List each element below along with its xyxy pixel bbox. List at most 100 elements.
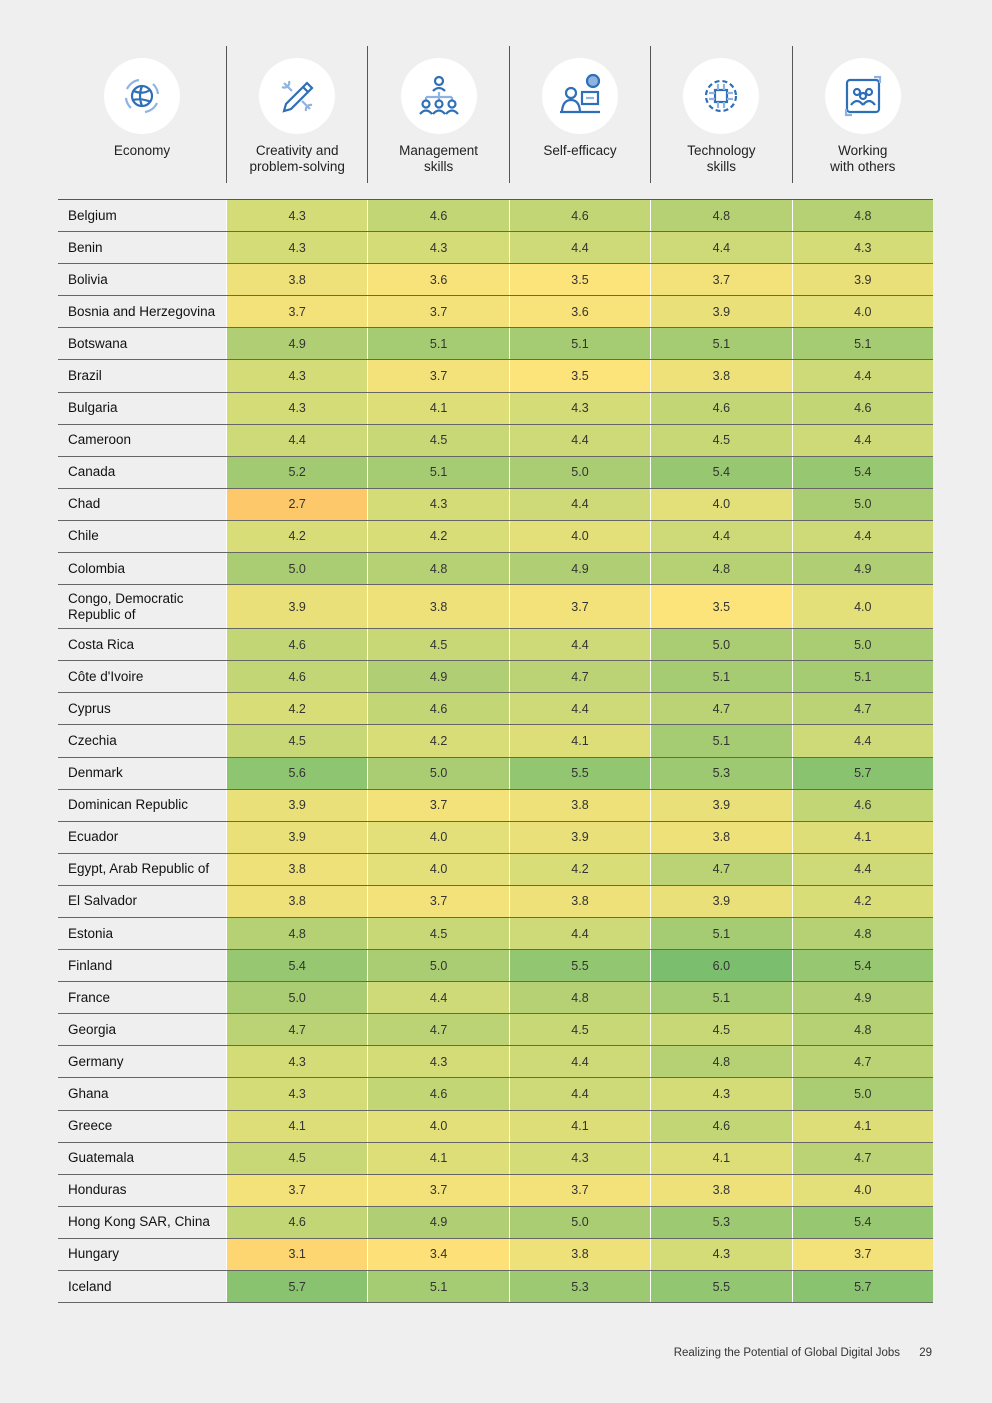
footer-title: Realizing the Potential of Global Digita…	[673, 1347, 900, 1359]
score-cell: 4.7	[226, 1014, 368, 1046]
country-name: Ghana	[68, 1085, 109, 1101]
table-row: Georgia 4.7 4.7 4.5 4.5 4.8	[58, 1014, 933, 1047]
score-cell: 4.6	[650, 392, 792, 424]
score-cell: 4.1	[791, 821, 933, 853]
score-cell: 5.0	[508, 1206, 651, 1238]
score-cell: 4.6	[791, 392, 933, 424]
table-row: Honduras 3.7 3.7 3.7 3.8 4.0	[58, 1174, 933, 1207]
table-row: Cameroon 4.4 4.5 4.4 4.5 4.4	[58, 424, 933, 457]
country-name: Dominican Republic	[68, 797, 189, 813]
table-row: Colombia 5.0 4.8 4.9 4.8 4.9	[58, 553, 933, 586]
score-cell: 5.6	[226, 757, 368, 789]
score-cell: 5.5	[508, 757, 651, 789]
score-cell: 5.4	[791, 1206, 933, 1238]
score-cell: 3.7	[508, 1174, 651, 1206]
score-cell: 4.3	[367, 232, 509, 264]
country-name: Chile	[68, 528, 99, 544]
page-number: 29	[919, 1347, 932, 1359]
table-row: Canada 5.2 5.1 5.0 5.4 5.4	[58, 456, 933, 489]
score-cell: 5.0	[791, 629, 933, 661]
country-name: Cameroon	[68, 432, 132, 448]
score-cell: 4.9	[508, 553, 651, 585]
score-cell: 3.8	[226, 264, 368, 296]
score-cell: 3.8	[650, 821, 792, 853]
score-cell: 4.1	[367, 1142, 509, 1174]
header-technology-line1: Technology	[687, 143, 756, 158]
score-cell: 4.3	[226, 1078, 368, 1110]
country-name: Brazil	[68, 368, 102, 384]
score-cell: 3.7	[367, 360, 509, 392]
header-creativity-line1: Creativity and	[255, 143, 339, 158]
score-cell: 5.1	[650, 917, 792, 950]
header-management-line2: skills	[423, 159, 454, 174]
globe-arrows-icon	[104, 58, 180, 134]
score-cell: 3.7	[226, 1174, 368, 1206]
header-working-line1: Working	[838, 143, 888, 158]
score-cell: 3.8	[508, 789, 651, 821]
score-cell: 6.0	[650, 950, 792, 982]
country-name: Canada	[68, 464, 116, 480]
score-cell: 4.6	[508, 200, 651, 232]
person-at-computer-icon	[541, 58, 618, 134]
score-cell: 5.4	[791, 950, 933, 982]
score-cell: 5.1	[650, 725, 792, 757]
score-cell: 4.5	[367, 424, 509, 456]
table-row: Hong Kong SAR, China 4.6 4.9 5.0 5.3 5.4	[58, 1206, 933, 1239]
score-cell: 4.0	[508, 520, 651, 553]
country-name: Bosnia and Herzegovina	[68, 303, 216, 319]
score-cell: 4.1	[508, 1110, 651, 1142]
score-cell: 4.4	[791, 853, 933, 885]
score-cell: 4.7	[791, 1046, 933, 1078]
header-self-efficacy-label: Self-efficacy	[510, 143, 650, 159]
group-people-icon	[824, 58, 901, 134]
score-cell: 5.1	[650, 661, 792, 693]
score-cell: 5.0	[508, 456, 651, 488]
score-cell: 4.8	[791, 1014, 933, 1046]
score-cell: 4.3	[650, 1238, 792, 1270]
score-cell: 4.4	[791, 424, 933, 456]
score-cell: 4.0	[367, 1110, 509, 1142]
score-cell: 4.2	[508, 853, 651, 885]
score-cell: 3.4	[367, 1238, 509, 1270]
score-cell: 3.1	[226, 1238, 368, 1270]
score-cell: 5.7	[791, 1271, 933, 1303]
score-cell: 4.6	[367, 200, 509, 232]
score-cell: 4.4	[508, 693, 651, 725]
score-cell: 4.4	[791, 360, 933, 392]
table-header: Economy Creativity and problem-solving	[58, 46, 933, 183]
table-row: Bulgaria 4.3 4.1 4.3 4.6 4.6	[58, 392, 933, 425]
table-row: El Salvador 3.8 3.7 3.8 3.9 4.2	[58, 885, 933, 918]
score-cell: 3.5	[508, 360, 651, 392]
page-footer: Realizing the Potential of Global Digita…	[674, 1347, 932, 1359]
table-row: Costa Rica 4.6 4.5 4.4 5.0 5.0	[58, 629, 933, 662]
score-cell: 5.7	[226, 1271, 368, 1303]
score-cell: 5.4	[226, 950, 368, 982]
score-cell: 4.4	[791, 725, 933, 757]
score-cell: 3.5	[508, 264, 651, 296]
score-cell: 4.7	[791, 1142, 933, 1174]
country-name: Chad	[68, 496, 101, 512]
score-cell: 4.3	[367, 1046, 509, 1078]
table-row: Congo, Democratic Republic of 3.9 3.8 3.7 3.…	[58, 585, 933, 630]
country-name: Hungary	[68, 1246, 120, 1262]
score-cell: 3.7	[791, 1238, 933, 1270]
score-cell: 3.8	[508, 1238, 651, 1270]
score-cell: 4.4	[650, 520, 792, 553]
score-cell: 4.0	[367, 821, 509, 853]
score-cell: 5.1	[508, 328, 651, 360]
score-cell: 4.1	[226, 1110, 368, 1142]
pencil-wrench-icon	[259, 58, 336, 134]
score-cell: 4.7	[508, 661, 651, 693]
table-row: Benin 4.3 4.3 4.4 4.4 4.3	[58, 232, 933, 265]
header-creativity-line2: problem-solving	[249, 159, 345, 174]
country-name: Guatemala	[68, 1150, 135, 1166]
score-cell: 4.4	[508, 1046, 651, 1078]
score-cell: 4.3	[508, 1142, 651, 1174]
country-name: Congo, Democratic Republic of	[68, 590, 184, 622]
score-cell: 4.4	[226, 424, 368, 456]
score-cell: 4.0	[791, 296, 933, 328]
cpu-gear-icon	[683, 58, 760, 134]
score-cell: 3.9	[226, 789, 368, 821]
score-cell: 4.2	[791, 885, 933, 917]
score-cell: 4.6	[791, 789, 933, 821]
